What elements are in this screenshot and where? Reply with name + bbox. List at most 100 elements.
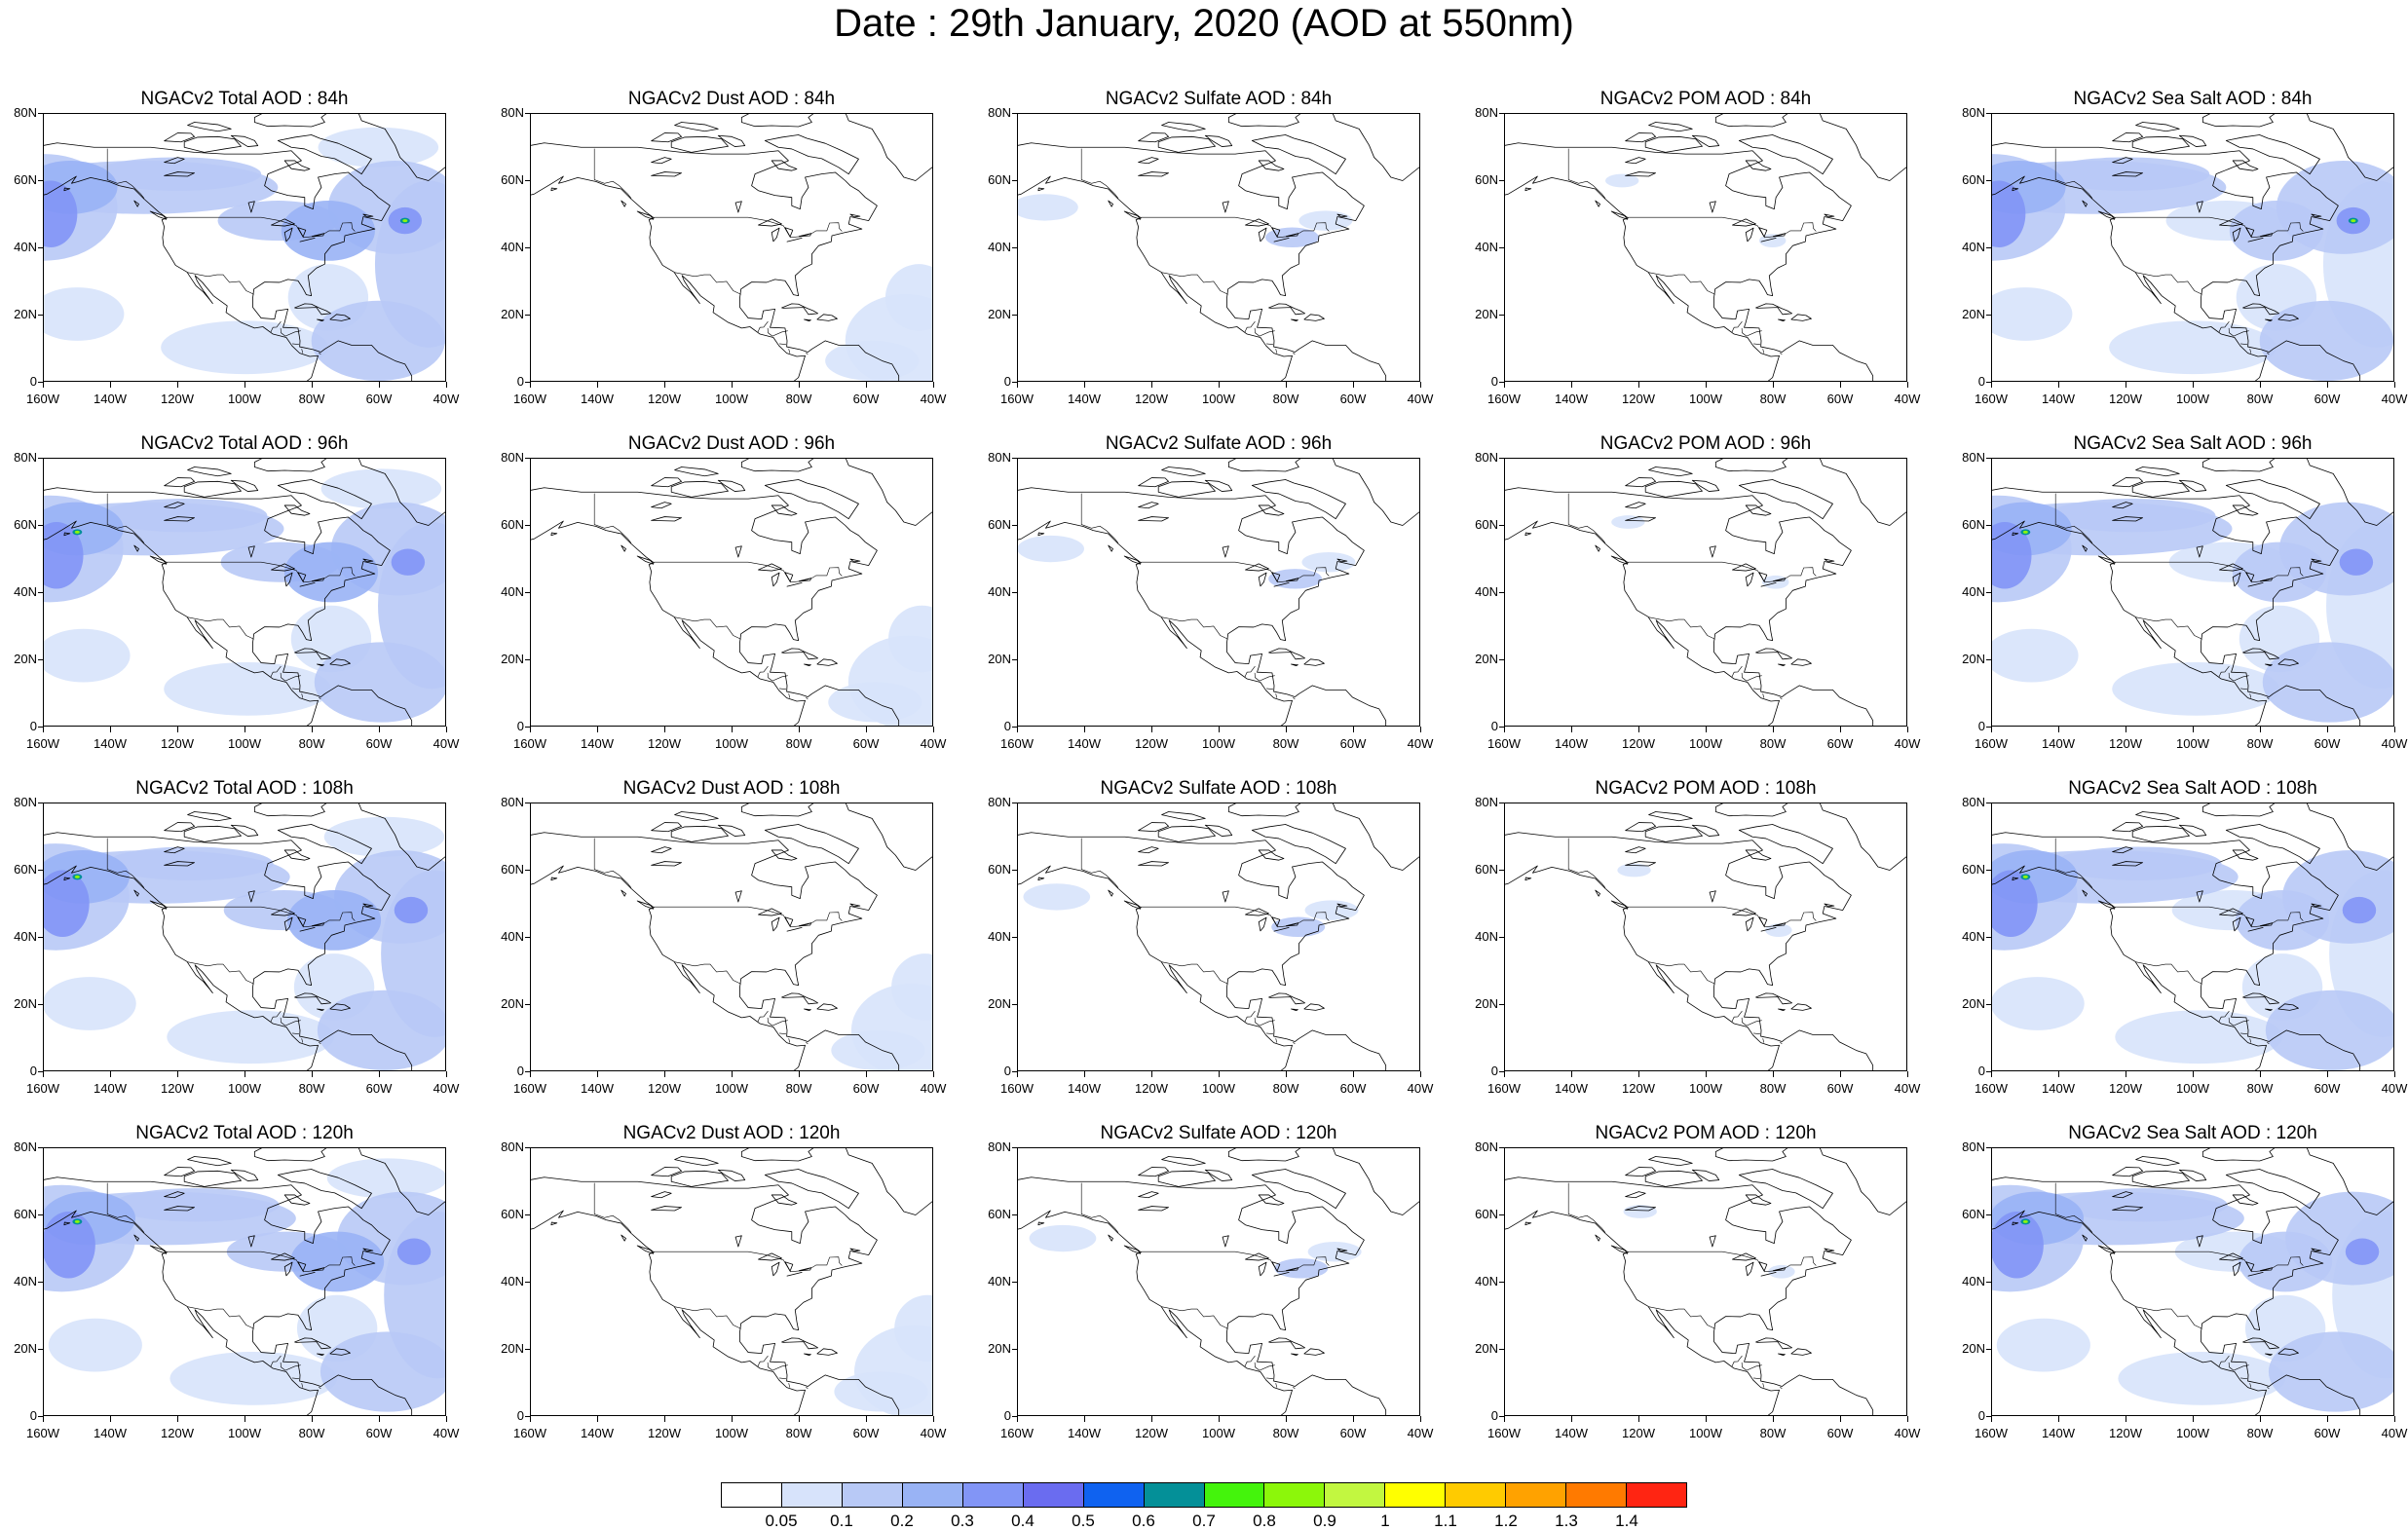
- lon-tick: [1907, 1071, 1908, 1077]
- map-panel-total-0: NGACv2 Total AOD : 84h 80N 60N 40N 20N 0 160W 1…: [0, 88, 487, 429]
- lon-tick: [1706, 727, 1707, 732]
- border-line: [319, 352, 321, 355]
- border-line: [187, 272, 254, 295]
- lon-tick-label: 160W: [513, 1426, 546, 1440]
- island-coast: [230, 479, 259, 492]
- island-coast: [1824, 1248, 1835, 1252]
- panel-title: NGACv2 Sulfate AOD : 96h: [1105, 433, 1333, 454]
- border-line: [2135, 272, 2202, 295]
- border-line: [1161, 961, 1228, 985]
- island-coast: [277, 824, 372, 865]
- island-coast: [1227, 1148, 1301, 1162]
- lon-tick-label: 100W: [715, 392, 748, 406]
- border-line: [2240, 343, 2247, 345]
- lake-outline: [2196, 890, 2203, 903]
- lon-tick-label: 140W: [1068, 1081, 1101, 1096]
- island-coast: [329, 1348, 351, 1356]
- lat-tick: [525, 1349, 530, 1350]
- lon-tick-label: 80W: [298, 1426, 325, 1440]
- border-line: [1567, 493, 1606, 543]
- lake-outline: [1258, 1261, 1267, 1277]
- island-coast: [1790, 658, 1812, 666]
- border-line: [2054, 148, 2093, 199]
- lake-outline: [1138, 516, 1169, 522]
- lon-tick: [446, 382, 447, 388]
- lon-tick-label: 120W: [1135, 1081, 1168, 1096]
- coastlines: [1505, 803, 1906, 1070]
- lat-tick: [1012, 659, 1017, 660]
- lake-outline: [798, 922, 812, 927]
- lon-tick-label: 60W: [1826, 1081, 1854, 1096]
- lon-tick-label: 40W: [433, 736, 460, 751]
- border-line: [1293, 696, 1296, 700]
- border-line: [2115, 906, 2304, 928]
- island-coast: [781, 648, 818, 660]
- aod-plume: [1992, 977, 2085, 1030]
- aod-plume: [1018, 194, 1078, 221]
- lon-tick-label: 100W: [2176, 1426, 2209, 1440]
- island-coast: [1790, 1003, 1812, 1011]
- island-coast: [2225, 1169, 2320, 1210]
- lat-tick-label: 60N: [14, 1207, 37, 1221]
- island-coast: [1778, 1353, 1786, 1357]
- map-canvas: [1018, 459, 1419, 726]
- colorbar-swatch: [722, 1483, 782, 1507]
- lat-tick-label: 60N: [14, 517, 37, 532]
- island-coast: [2097, 1245, 2116, 1254]
- lon-tick-label: 140W: [581, 1426, 614, 1440]
- island-coast: [1138, 477, 1169, 488]
- map-canvas: [44, 459, 445, 726]
- lake-outline: [1273, 1271, 1290, 1277]
- island-coast: [1204, 1169, 1233, 1181]
- lon-tick-label: 60W: [1339, 736, 1367, 751]
- lon-tick: [1286, 1416, 1287, 1422]
- border-line: [1731, 1355, 1743, 1367]
- lon-tick: [379, 1071, 380, 1077]
- aod-plume: [2345, 1238, 2380, 1265]
- colorbar-label: 0.6: [1132, 1512, 1155, 1530]
- panel-title: NGACv2 Sea Salt AOD : 108h: [2068, 778, 2317, 799]
- border-line: [1648, 961, 1715, 985]
- island-coast: [1037, 532, 1045, 537]
- aod-plume: [2118, 1351, 2286, 1405]
- lat-tick: [1499, 659, 1504, 660]
- aod-plume: [2042, 157, 2210, 191]
- aod-plume: [314, 642, 445, 723]
- island-coast: [1824, 558, 1835, 563]
- island-coast: [1738, 134, 1833, 175]
- lon-tick-label: 160W: [513, 736, 546, 751]
- island-coast: [717, 134, 746, 147]
- lon-tick: [1907, 382, 1908, 388]
- island-coast: [1268, 648, 1305, 660]
- island-coast: [362, 558, 374, 563]
- border-line: [767, 327, 788, 337]
- lat-tick-label: 40N: [501, 240, 524, 254]
- lake-outline: [786, 237, 803, 243]
- lat-tick: [1986, 1282, 1991, 1283]
- greenland-coast: [845, 1148, 932, 1215]
- island-coast: [1691, 1169, 1720, 1181]
- island-coast: [1644, 1170, 1703, 1187]
- lat-tick-label: 20N: [501, 1341, 524, 1356]
- lake-outline: [771, 572, 780, 587]
- lon-tick: [530, 382, 531, 388]
- lon-tick-label: 140W: [1555, 1426, 1588, 1440]
- border-line: [1080, 493, 1119, 543]
- lon-tick-label: 100W: [2176, 736, 2209, 751]
- north-america-coast: [1992, 487, 2361, 726]
- border-line: [1275, 693, 1278, 698]
- border-line: [2240, 1377, 2247, 1379]
- border-line: [1244, 665, 1256, 678]
- island-coast: [804, 318, 811, 322]
- lon-tick: [1084, 382, 1085, 388]
- lat-tick-label: 60N: [988, 862, 1011, 877]
- lon-tick: [1219, 727, 1220, 732]
- colorbar-swatch: [962, 1483, 1024, 1507]
- lon-tick: [1017, 1071, 1018, 1077]
- border-line: [167, 216, 356, 239]
- lon-tick: [2058, 1071, 2059, 1077]
- border-line: [301, 1383, 304, 1388]
- aod-plume: [1307, 1241, 1362, 1262]
- lat-tick-label: 80N: [14, 1139, 37, 1154]
- north-america-coast: [1505, 1176, 1874, 1415]
